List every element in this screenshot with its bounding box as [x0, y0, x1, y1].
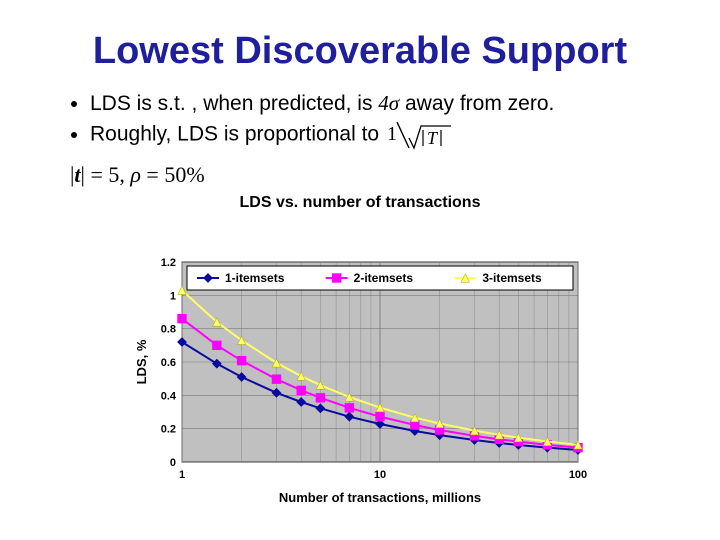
svg-text:100: 100 [569, 469, 587, 481]
svg-text:0.4: 0.4 [161, 390, 177, 402]
cond-eq50: = 50% [141, 162, 205, 187]
cond-eq5: = 5, [85, 162, 130, 187]
svg-text:1: 1 [179, 469, 185, 481]
svg-text:0.8: 0.8 [161, 324, 176, 336]
chart-svg: 0 0.2 0.4 0.6 0.8 1 1.2 1 10 100 Number of transac… [130, 218, 590, 508]
bullet-2: Roughly, LDS is proportional to 1 T [90, 118, 680, 152]
bullet-1-sigma: 4σ [378, 91, 399, 115]
svg-text:Number of transactions, millio: Number of transactions, millions [279, 490, 481, 505]
svg-text:LDS, %: LDS, % [134, 339, 149, 384]
cond-rho: ρ [130, 162, 141, 187]
svg-text:1.2: 1.2 [161, 257, 176, 269]
formula-slash [397, 122, 409, 148]
bullet-list: LDS is s.t. , when predicted, is 4σ away… [50, 91, 680, 152]
formula-one: 1 [387, 123, 397, 145]
chart: 0 0.2 0.4 0.6 0.8 1 1.2 1 10 100 Number of transac… [130, 218, 590, 508]
svg-text:2-itemsets: 2-itemsets [354, 271, 414, 285]
svg-text:1-itemsets: 1-itemsets [225, 271, 285, 285]
formula-prop: 1 T [385, 118, 455, 152]
svg-text:0: 0 [170, 457, 176, 469]
svg-text:1: 1 [170, 290, 176, 302]
condition-text: |t| = 5, ρ = 50% [70, 162, 680, 188]
formula-svg: 1 T [385, 118, 455, 152]
svg-text:3-itemsets: 3-itemsets [482, 271, 542, 285]
svg-text:10: 10 [374, 469, 386, 481]
svg-text:0.2: 0.2 [161, 424, 176, 436]
page-title: Lowest Discoverable Support [40, 30, 680, 73]
bullet-1-pre: LDS is s.t. , when predicted, is [90, 92, 378, 115]
chart-title: LDS vs. number of transactions [40, 194, 680, 212]
slide: Lowest Discoverable Support LDS is s.t. … [0, 0, 720, 540]
bullet-1: LDS is s.t. , when predicted, is 4σ away… [90, 91, 680, 116]
chart-container: LDS vs. number of transactions 0 0.2 0.4 0.… [40, 194, 680, 513]
formula-T: T [427, 128, 439, 148]
bullet-1-post: away from zero. [399, 92, 554, 115]
bullet-2-text: Roughly, LDS is proportional to [90, 123, 379, 146]
svg-text:0.6: 0.6 [161, 357, 176, 369]
